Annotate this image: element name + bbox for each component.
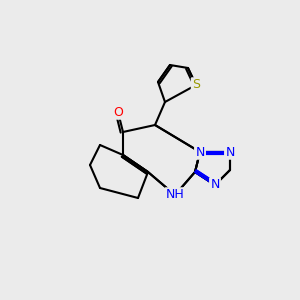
Text: O: O: [113, 106, 123, 118]
Text: S: S: [192, 79, 200, 92]
Text: N: N: [225, 146, 235, 158]
Text: NH: NH: [166, 188, 184, 202]
Text: N: N: [195, 146, 205, 158]
Text: N: N: [210, 178, 220, 191]
